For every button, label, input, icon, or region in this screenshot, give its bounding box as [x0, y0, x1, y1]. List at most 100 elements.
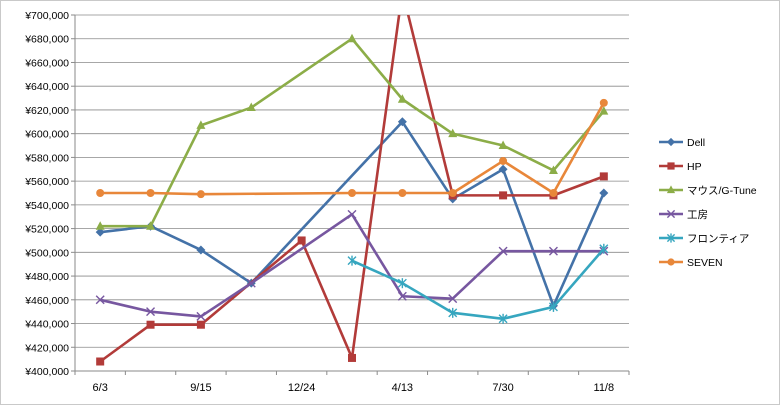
y-tick-label: ¥660,000 [24, 57, 69, 69]
data-point-triangle [246, 102, 256, 112]
marker-stroke [196, 311, 206, 321]
marker-stroke [548, 246, 558, 256]
data-point-diamond [599, 188, 609, 198]
y-tick-label: ¥540,000 [24, 200, 69, 212]
data-point-circle [549, 189, 558, 197]
data-point-circle [667, 258, 675, 266]
data-point-square [196, 320, 205, 329]
marker-stroke [146, 307, 156, 317]
data-point-circle [348, 189, 356, 197]
data-point-x [196, 311, 206, 321]
y-tick-label: ¥580,000 [24, 152, 69, 164]
x-tick-labels: 6/3 9/15 12/24 4/13 7/30 11/8 [93, 382, 615, 394]
gridlines [75, 14, 629, 348]
legend-label: HP [687, 161, 702, 173]
data-point-triangle [196, 120, 206, 129]
data-point-square [96, 357, 105, 366]
data-point-x [548, 246, 558, 256]
data-point-circle [196, 190, 205, 199]
y-tick-label: ¥700,000 [24, 10, 69, 22]
data-point-x [666, 209, 676, 219]
data-point-star [397, 278, 407, 289]
data-point-square [499, 191, 508, 200]
y-tick-label: ¥460,000 [24, 295, 69, 307]
marker-stroke [397, 291, 407, 301]
data-point-x [498, 246, 508, 256]
data-point-square [599, 172, 608, 181]
data-point-circle [499, 156, 508, 165]
legend-label: マウス/G-Tune [687, 185, 757, 197]
axes [71, 14, 630, 375]
data-point-square [297, 236, 306, 245]
series-circle [96, 98, 608, 199]
data-point-circle [398, 189, 407, 197]
data-point-star [347, 255, 357, 266]
data-point-triangle [397, 94, 407, 103]
legend-label: フロンティア [687, 233, 749, 245]
marker-stroke [666, 209, 676, 219]
data-point-triangle [548, 165, 558, 174]
data-point-circle [448, 189, 457, 197]
data-point-square [146, 320, 155, 329]
data-point-diamond [666, 137, 676, 147]
data-point-x [95, 295, 105, 305]
y-tick-label: ¥640,000 [24, 81, 69, 93]
marker-stroke [448, 294, 458, 304]
series-line [351, 247, 605, 321]
data-point-diamond [95, 227, 105, 237]
marker-stroke [246, 278, 256, 288]
legend-item: フロンティア [659, 233, 749, 245]
data-point-triangle [448, 128, 458, 138]
x-tick-label: 9/15 [190, 382, 211, 394]
data-point-circle [146, 189, 155, 197]
y-tick-label: ¥500,000 [24, 247, 69, 259]
legend-item: マウス/G-Tune [659, 185, 757, 197]
legend-item: SEVEN [659, 257, 723, 269]
data-point-square [348, 353, 356, 362]
y-tick-label: ¥680,000 [24, 34, 69, 46]
legend-item: HP [659, 161, 702, 173]
legend-item: Dell [659, 137, 705, 149]
data-point-star [548, 301, 558, 312]
y-tick-label: ¥600,000 [24, 129, 69, 141]
plot-area [95, 15, 609, 366]
data-point-x [146, 307, 156, 317]
data-point-star [666, 233, 676, 243]
data-point-triangle [95, 221, 105, 230]
y-tick-label: ¥620,000 [24, 105, 69, 117]
data-point-triangle [347, 33, 357, 43]
data-point-triangle [146, 221, 156, 230]
y-tick-label: ¥400,000 [24, 366, 69, 378]
y-tick-label: ¥520,000 [24, 224, 69, 236]
data-point-triangle [498, 140, 508, 150]
data-point-x [448, 294, 458, 304]
series-triangle [95, 33, 609, 230]
data-point-x [246, 278, 256, 288]
series-line [100, 37, 605, 228]
data-point-x [397, 291, 407, 301]
series-line [100, 102, 605, 196]
y-tick-label: ¥560,000 [24, 176, 69, 188]
marker-stroke [95, 295, 105, 305]
data-point-diamond [498, 164, 508, 174]
marker-stroke [347, 209, 357, 219]
data-point-circle [96, 189, 105, 197]
series-line [99, 213, 604, 318]
x-tick-label: 6/3 [93, 382, 108, 394]
y-tick-labels: ¥400,000 ¥420,000 ¥440,000 ¥460,000 ¥480,000… [24, 10, 69, 378]
legend-label: SEVEN [687, 257, 723, 269]
x-tick-label: 12/24 [288, 382, 316, 394]
x-tick-label: 11/8 [594, 382, 615, 394]
data-point-star [448, 307, 458, 318]
legend-label: Dell [687, 137, 705, 149]
data-point-diamond [196, 245, 206, 255]
legend-item: 工房 [659, 208, 708, 221]
data-point-circle [599, 98, 608, 107]
data-point-x [347, 209, 357, 219]
y-tick-label: ¥440,000 [24, 319, 69, 331]
marker-stroke [498, 246, 508, 256]
legend-label: 工房 [687, 208, 708, 221]
